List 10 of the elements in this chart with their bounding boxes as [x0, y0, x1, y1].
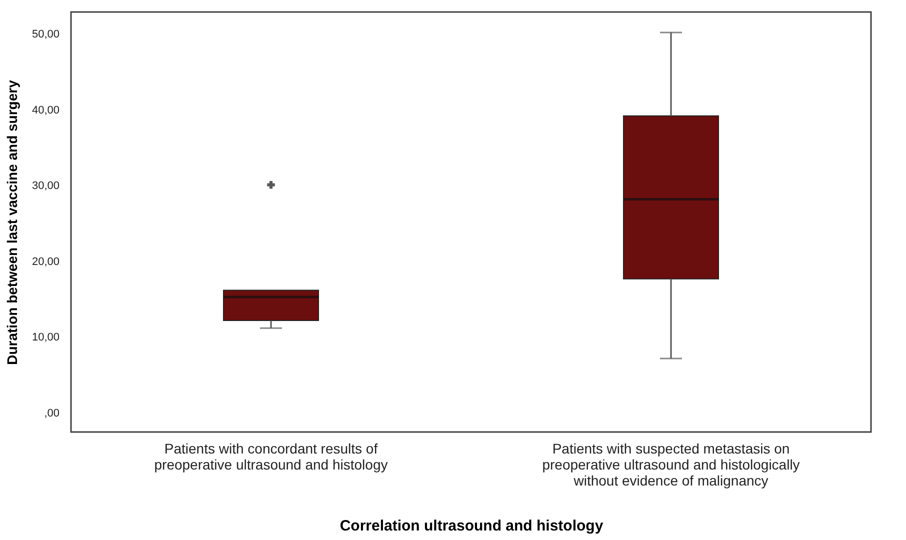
y-tick-label: 10,00: [32, 332, 60, 344]
y-tick-label: 50,00: [32, 28, 60, 40]
x-axis-title: Correlation ultrasound and histology: [340, 518, 604, 534]
x-tick-label: Patients with concordant results of preoperative ultrasound and histology: [154, 440, 388, 472]
y-axis-title: Duration between last vaccine and surgery: [4, 80, 20, 365]
y-tick-label: ,00: [44, 408, 60, 420]
y-tick-label: 30,00: [32, 180, 60, 192]
y-tick-label: 20,00: [32, 256, 60, 268]
y-tick-label: 40,00: [32, 104, 60, 116]
x-tick-label: Patients with suspected metastasis on preoperative ultrasound and histologically without evidence of malignancy: [542, 440, 800, 488]
